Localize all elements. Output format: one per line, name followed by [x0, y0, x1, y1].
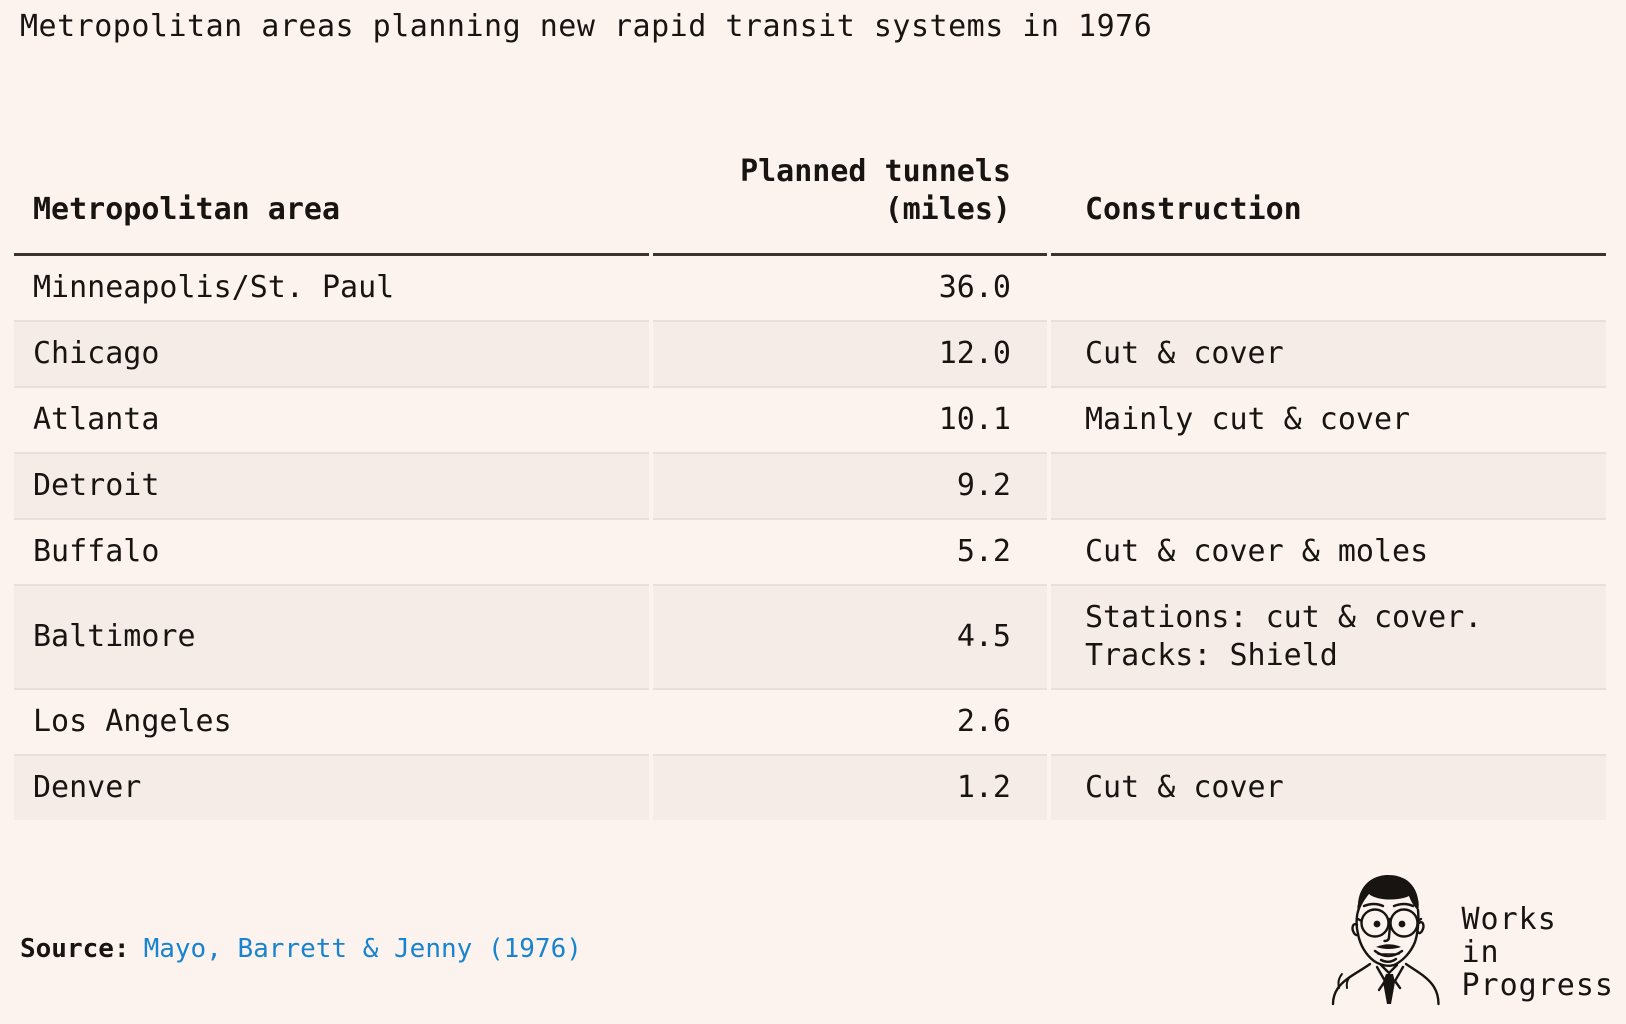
cell-metropolitan-area: Atlanta	[14, 386, 649, 452]
works-in-progress-wordmark: Works in Progress	[1462, 903, 1615, 1002]
table-row: Baltimore 4.5 Stations: cut & cover. Tra…	[14, 584, 1606, 688]
data-table: Metropolitan area Planned tunnels (miles…	[10, 153, 1610, 820]
cell-construction: Cut & cover	[1051, 754, 1606, 820]
works-in-progress-logo: Works in Progress	[1328, 868, 1615, 1006]
column-header-area-label: Metropolitan area	[33, 192, 341, 227]
cell-metropolitan-area: Denver	[14, 754, 649, 820]
column-header-construction-label: Construction	[1085, 192, 1302, 227]
wordmark-line-3: Progress	[1461, 968, 1614, 1003]
column-header-miles-line1: Planned tunnels	[740, 154, 1011, 189]
cell-metropolitan-area: Minneapolis/St. Paul	[33, 270, 395, 305]
page-title: Metropolitan areas planning new rapid tr…	[20, 9, 1153, 44]
table-row: Denver 1.2 Cut & cover	[14, 754, 1606, 820]
man-with-glasses-icon	[1331, 875, 1440, 1006]
cell-metropolitan-area: Buffalo	[14, 518, 649, 584]
cell-construction	[1051, 688, 1606, 754]
cell-metropolitan-area: Baltimore	[14, 584, 649, 688]
cell-planned-tunnels-miles: 12.0	[653, 320, 1047, 386]
table-body: Minneapolis/St. Paul 36.0 Chicago 12.0 C…	[14, 256, 1606, 820]
cell-construction: Cut & cover	[1051, 320, 1606, 386]
cell-planned-tunnels-miles: 36.0	[938, 270, 1011, 305]
cell-construction: Cut & cover & moles	[1051, 518, 1606, 584]
cell-planned-tunnels-miles: 5.2	[653, 518, 1047, 584]
cell-planned-tunnels-miles: 10.1	[653, 386, 1047, 452]
cell-planned-tunnels-miles: 4.5	[653, 584, 1047, 688]
column-header-miles-line2: (miles)	[884, 192, 1011, 227]
column-header-metropolitan-area: Metropolitan area	[14, 153, 649, 256]
column-header-planned-tunnels: Planned tunnels (miles)	[653, 153, 1047, 256]
table-row: Los Angeles 2.6	[14, 688, 1606, 754]
source-label: Source:	[20, 934, 130, 964]
table-row: Minneapolis/St. Paul 36.0	[14, 256, 1606, 320]
wordmark-line-1: Works	[1461, 902, 1557, 937]
cell-construction	[1051, 256, 1606, 320]
cell-planned-tunnels-miles: 1.2	[653, 754, 1047, 820]
cell-metropolitan-area: Chicago	[14, 320, 649, 386]
table-row: Buffalo 5.2 Cut & cover & moles	[14, 518, 1606, 584]
table-row: Detroit 9.2	[14, 452, 1606, 518]
cell-metropolitan-area: Los Angeles	[14, 688, 649, 754]
cell-construction	[1051, 452, 1606, 518]
wordmark-line-2: in	[1461, 935, 1500, 970]
cell-construction: Mainly cut & cover	[1051, 386, 1606, 452]
cell-metropolitan-area: Detroit	[14, 452, 649, 518]
column-header-construction: Construction	[1051, 153, 1606, 256]
table-header-row: Metropolitan area Planned tunnels (miles…	[14, 153, 1606, 256]
cell-construction: Stations: cut & cover. Tracks: Shield	[1051, 584, 1606, 688]
source-link[interactable]: Mayo, Barrett & Jenny (1976)	[143, 934, 582, 964]
table-row: Chicago 12.0 Cut & cover	[14, 320, 1606, 386]
table-row: Atlanta 10.1 Mainly cut & cover	[14, 386, 1606, 452]
cell-planned-tunnels-miles: 2.6	[653, 688, 1047, 754]
source-line: Source: Mayo, Barrett & Jenny (1976)	[20, 932, 582, 966]
cell-planned-tunnels-miles: 9.2	[653, 452, 1047, 518]
